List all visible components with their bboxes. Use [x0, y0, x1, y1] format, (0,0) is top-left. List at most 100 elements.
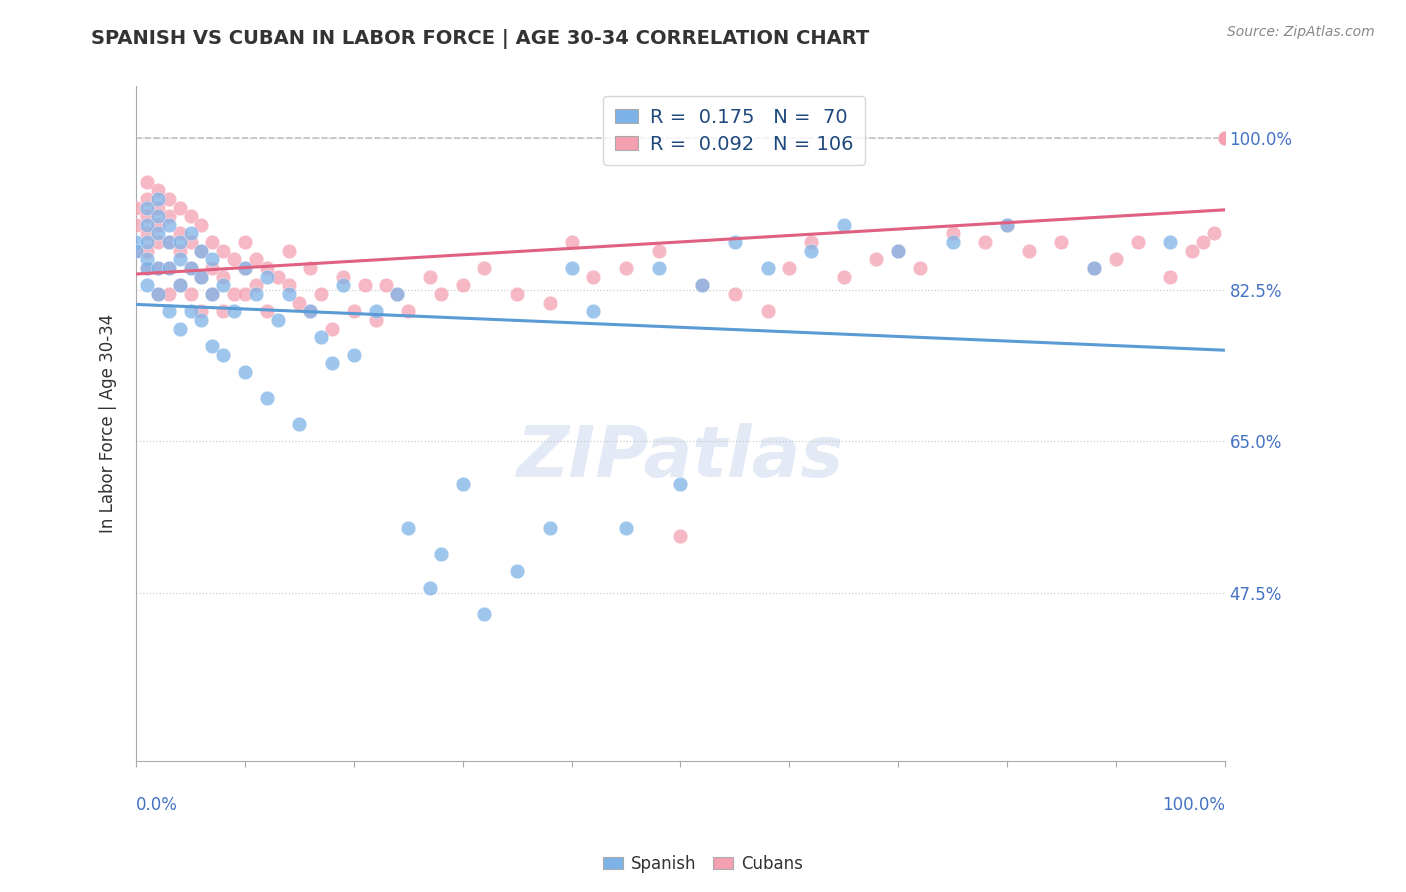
Point: [169, 252, 191, 267]
Point: [506, 287, 529, 301]
Text: 0.0%: 0.0%: [136, 796, 179, 814]
Point: [146, 183, 169, 197]
Point: [201, 287, 224, 301]
Point: [190, 218, 212, 232]
Point: [1213, 131, 1236, 145]
Point: [321, 356, 343, 370]
Point: [136, 192, 159, 206]
Point: [146, 287, 169, 301]
Point: [1126, 235, 1149, 249]
Point: [474, 607, 496, 622]
Point: [474, 261, 496, 276]
Point: [256, 261, 278, 276]
Point: [136, 209, 159, 223]
Point: [995, 218, 1018, 232]
Point: [396, 521, 419, 535]
Point: [212, 348, 235, 362]
Point: [1083, 261, 1105, 276]
Point: [136, 244, 159, 258]
Point: [157, 261, 180, 276]
Point: [146, 209, 169, 223]
Point: [1105, 252, 1128, 267]
Point: [169, 278, 191, 293]
Point: [288, 295, 311, 310]
Point: [309, 287, 332, 301]
Point: [299, 261, 322, 276]
Point: [180, 209, 202, 223]
Point: [669, 477, 692, 491]
Point: [343, 348, 366, 362]
Point: [1213, 131, 1236, 145]
Point: [1159, 269, 1181, 284]
Point: [832, 269, 855, 284]
Point: [157, 235, 180, 249]
Point: [212, 304, 235, 318]
Point: [245, 287, 267, 301]
Point: [299, 304, 322, 318]
Point: [396, 304, 419, 318]
Point: [157, 235, 180, 249]
Point: [690, 278, 713, 293]
Point: [309, 330, 332, 344]
Point: [832, 218, 855, 232]
Point: [995, 218, 1018, 232]
Point: [865, 252, 887, 267]
Point: [256, 391, 278, 405]
Point: [157, 261, 180, 276]
Point: [561, 235, 583, 249]
Point: [1213, 131, 1236, 145]
Point: [353, 278, 375, 293]
Point: [146, 218, 169, 232]
Point: [582, 269, 605, 284]
Point: [146, 287, 169, 301]
Point: [190, 244, 212, 258]
Point: [125, 218, 148, 232]
Point: [1213, 131, 1236, 145]
Point: [212, 244, 235, 258]
Point: [1213, 131, 1236, 145]
Point: [1192, 235, 1215, 249]
Text: ZIPatlas: ZIPatlas: [517, 423, 844, 492]
Point: [451, 278, 474, 293]
Point: [387, 287, 409, 301]
Point: [1083, 261, 1105, 276]
Legend: Spanish, Cubans: Spanish, Cubans: [596, 848, 810, 880]
Point: [222, 252, 245, 267]
Point: [266, 313, 288, 327]
Point: [180, 235, 202, 249]
Point: [614, 261, 637, 276]
Point: [1181, 244, 1204, 258]
Point: [387, 287, 409, 301]
Point: [146, 235, 169, 249]
Point: [157, 209, 180, 223]
Point: [1213, 131, 1236, 145]
Point: [169, 278, 191, 293]
Point: [146, 227, 169, 241]
Point: [136, 175, 159, 189]
Point: [146, 261, 169, 276]
Point: [256, 304, 278, 318]
Point: [974, 235, 997, 249]
Point: [169, 235, 191, 249]
Point: [1213, 131, 1236, 145]
Point: [146, 201, 169, 215]
Point: [430, 547, 453, 561]
Point: [169, 244, 191, 258]
Point: [136, 261, 159, 276]
Point: [908, 261, 931, 276]
Point: [256, 269, 278, 284]
Point: [277, 244, 299, 258]
Point: [1159, 235, 1181, 249]
Point: [756, 304, 779, 318]
Point: [942, 227, 965, 241]
Point: [321, 321, 343, 335]
Point: [136, 252, 159, 267]
Point: [419, 269, 441, 284]
Point: [245, 278, 267, 293]
Point: [800, 235, 823, 249]
Point: [190, 313, 212, 327]
Point: [157, 192, 180, 206]
Text: 100.0%: 100.0%: [1161, 796, 1225, 814]
Point: [690, 278, 713, 293]
Point: [1213, 131, 1236, 145]
